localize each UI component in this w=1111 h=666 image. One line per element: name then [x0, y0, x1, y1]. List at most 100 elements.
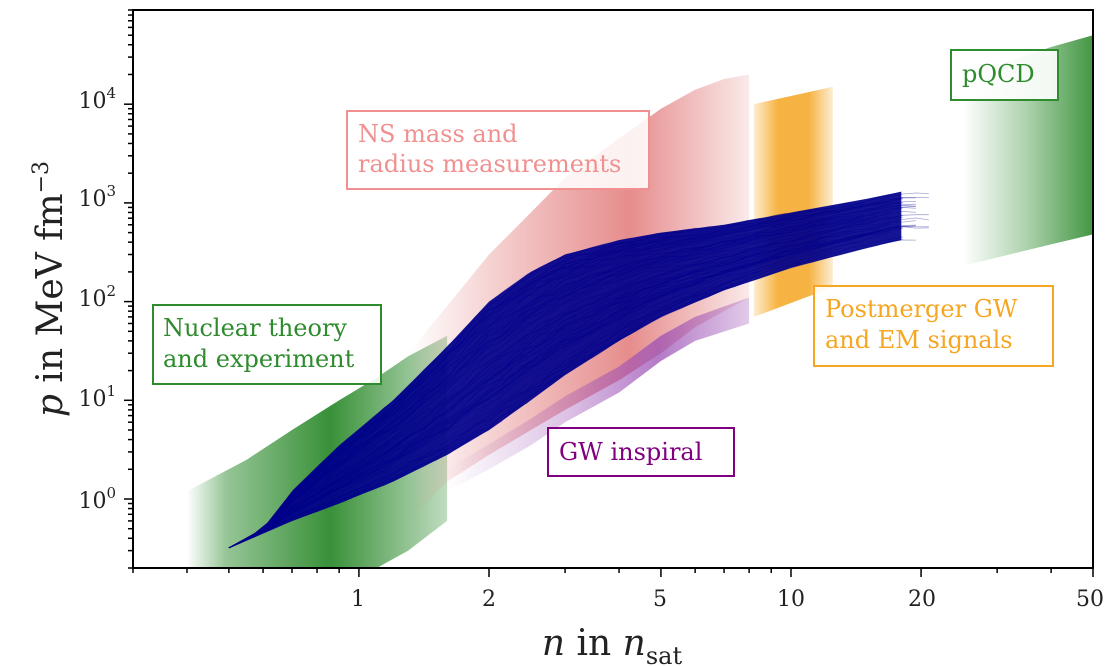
- annotation-postmerger: Postmerger GW and EM signals: [813, 285, 1054, 367]
- eos-curve: [228, 220, 916, 549]
- eos-curve: [228, 237, 722, 549]
- eos-curve: [228, 207, 904, 549]
- eos-curve: [228, 219, 891, 549]
- eos-curves: [133, 191, 929, 568]
- x-axis-title: n in nsat: [542, 623, 683, 666]
- eos-curve: [228, 204, 916, 549]
- x-tick-labels: 1 2 5 10 20 50: [351, 587, 1104, 612]
- eos-curve: [228, 252, 761, 549]
- eos-curve: [228, 217, 929, 549]
- eos-curve: [228, 202, 903, 549]
- eos-curve: [228, 253, 761, 549]
- eos-curve: [228, 284, 722, 549]
- x-tick-label-5: 5: [653, 587, 667, 612]
- annotation-postmerger-line2: and EM signals: [825, 326, 1013, 354]
- eos-curve: [228, 224, 916, 549]
- eos-curve: [228, 204, 891, 549]
- x-tick-label-10: 10: [777, 587, 805, 612]
- eos-curve: [228, 235, 839, 549]
- eos-curve: [228, 214, 878, 549]
- eos-curve: [228, 214, 903, 549]
- eos-curve: [228, 197, 904, 549]
- eos-curve: [228, 229, 722, 549]
- eos-curve: [228, 253, 800, 549]
- eos-curve: [228, 222, 761, 549]
- eos-curve: [228, 210, 916, 549]
- eos-curve: [228, 225, 929, 549]
- x-tick-label-20: 20: [908, 587, 936, 612]
- eos-curve: [228, 230, 852, 549]
- eos-curve: [228, 209, 839, 549]
- eos-curve: [228, 216, 903, 549]
- eos-curve: [228, 228, 890, 549]
- eos-curve: [228, 233, 878, 549]
- eos-curve: [228, 248, 839, 549]
- x-tick-label-50: 50: [1076, 587, 1104, 612]
- eos-curve: [228, 236, 826, 549]
- annotation-nuclear-line2: and experiment: [163, 345, 355, 373]
- eos-curve: [228, 214, 800, 549]
- eos-curve: [228, 201, 916, 549]
- eos-curve: [228, 229, 722, 549]
- y-tick-label-1e2: 102: [78, 282, 116, 312]
- annotation-gw-line1: GW inspiral: [559, 438, 702, 466]
- eos-curve: [228, 223, 891, 549]
- eos-curve: [228, 197, 929, 549]
- eos-curve: [228, 230, 890, 549]
- eos-curve: [228, 196, 890, 549]
- eos-curve: [228, 216, 839, 549]
- eos-curve: [228, 226, 929, 549]
- eos-curve: [228, 238, 903, 549]
- y-tick-label-1e0: 100: [78, 484, 116, 514]
- annotation-pqcd-line1: pQCD: [962, 60, 1035, 88]
- eos-envelope: [133, 191, 902, 568]
- eos-curve: [228, 214, 852, 549]
- annotation-ns-line2: radius measurements: [358, 150, 621, 178]
- eos-curve: [228, 283, 735, 549]
- eos-curve: [228, 202, 865, 549]
- eos-curve: [228, 222, 865, 549]
- eos-curve: [228, 211, 839, 549]
- eos-curve: [228, 222, 891, 549]
- y-tick-label-1e4: 104: [78, 84, 116, 114]
- eos-curve: [228, 232, 890, 549]
- eos-curve: [228, 262, 800, 549]
- eos-curve: [228, 212, 787, 549]
- eos-curve: [228, 240, 813, 549]
- eos-curve: [228, 206, 916, 549]
- plot-frame: [132, 9, 1094, 569]
- eos-curve: [228, 217, 865, 549]
- eos-curve: [228, 215, 878, 549]
- eos-curve: [228, 271, 761, 549]
- eos-curve: [228, 230, 878, 549]
- eos-curve: [228, 215, 852, 549]
- y-tick-label-1e1: 101: [78, 382, 116, 412]
- eos-curve: [228, 217, 813, 549]
- eos-curve: [228, 270, 761, 549]
- annotation-gw-inspiral: GW inspiral: [547, 427, 735, 477]
- eos-curve: [228, 236, 865, 549]
- eos-curve: [228, 221, 826, 549]
- eos-curve: [228, 202, 852, 549]
- eos-curve: [228, 241, 865, 549]
- annotation-nuclear-line1: Nuclear theory: [163, 314, 347, 342]
- eos-curve: [228, 241, 826, 549]
- annotation-postmerger-line1: Postmerger GW: [825, 295, 1018, 323]
- band-gw-inspiral: [447, 297, 750, 492]
- eos-curve: [228, 197, 916, 549]
- eos-curve: [228, 201, 878, 549]
- eos-curve: [228, 223, 826, 549]
- annotation-ns-line1: NS mass and: [358, 120, 518, 148]
- eos-curve: [228, 207, 826, 549]
- eos-curve: [228, 216, 890, 549]
- eos-curve: [228, 237, 761, 549]
- eos-curve: [228, 236, 722, 549]
- eos-curve: [228, 211, 891, 549]
- eos-curve: [228, 203, 916, 549]
- eos-curve: [228, 239, 826, 549]
- annotation-ns-mass: NS mass and radius measurements: [346, 110, 650, 190]
- eos-curve: [228, 201, 890, 549]
- annotation-nuclear: Nuclear theory and experiment: [152, 304, 382, 385]
- eos-curve: [228, 192, 929, 549]
